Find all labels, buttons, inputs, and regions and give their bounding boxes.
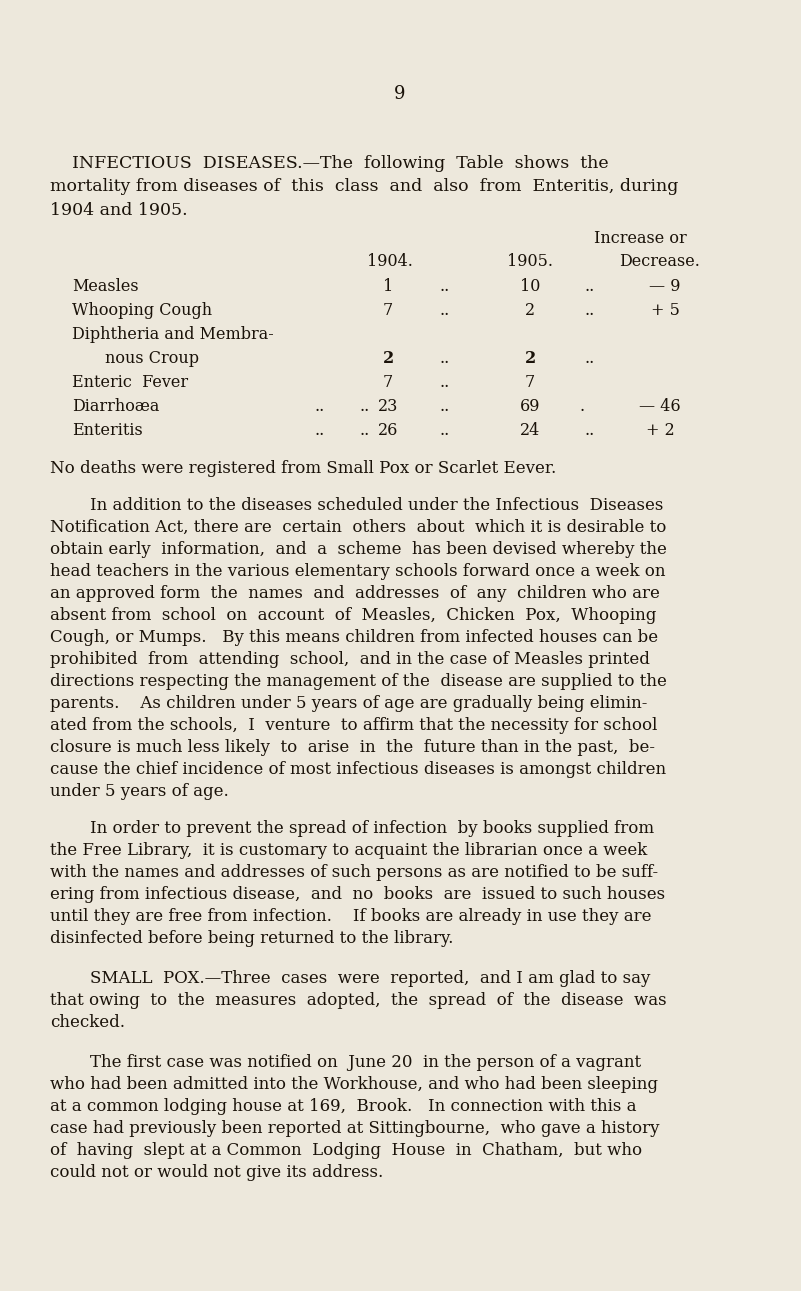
Text: who had been admitted into the Workhouse, and who had been sleeping: who had been admitted into the Workhouse…: [50, 1075, 658, 1093]
Text: Notification Act, there are  certain  others  about  which it is desirable to: Notification Act, there are certain othe…: [50, 519, 666, 536]
Text: the Free Library,  it is customary to acquaint the librarian once a week: the Free Library, it is customary to acq…: [50, 842, 647, 859]
Text: with the names and addresses of such persons as are notified to be suff-: with the names and addresses of such per…: [50, 864, 658, 880]
Text: + 5: + 5: [650, 302, 679, 319]
Text: ..: ..: [440, 374, 450, 391]
Text: 1: 1: [383, 278, 393, 296]
Text: ..: ..: [585, 422, 595, 439]
Text: disinfected before being returned to the library.: disinfected before being returned to the…: [50, 930, 453, 948]
Text: 1904.: 1904.: [367, 253, 413, 270]
Text: Increase or: Increase or: [594, 230, 686, 247]
Text: obtain early  information,  and  a  scheme  has been devised whereby the: obtain early information, and a scheme h…: [50, 541, 667, 558]
Text: nous Croup: nous Croup: [105, 350, 199, 367]
Text: ering from infectious disease,  and  no  books  are  issued to such houses: ering from infectious disease, and no bo…: [50, 886, 665, 902]
Text: 1904 and 1905.: 1904 and 1905.: [50, 201, 187, 219]
Text: 69: 69: [520, 398, 540, 414]
Text: Decrease.: Decrease.: [619, 253, 700, 270]
Text: of  having  slept at a Common  Lodging  House  in  Chatham,  but who: of having slept at a Common Lodging Hous…: [50, 1143, 642, 1159]
Text: absent from  school  on  account  of  Measles,  Chicken  Pox,  Whooping: absent from school on account of Measles…: [50, 607, 656, 624]
Text: ..: ..: [360, 398, 370, 414]
Text: INFECTIOUS  DISEASES.—The  following  Table  shows  the: INFECTIOUS DISEASES.—The following Table…: [72, 155, 609, 172]
Text: 1905.: 1905.: [507, 253, 553, 270]
Text: directions respecting the management of the  disease are supplied to the: directions respecting the management of …: [50, 673, 667, 689]
Text: ated from the schools,  I  venture  to affirm that the necessity for school: ated from the schools, I venture to affi…: [50, 717, 658, 735]
Text: under 5 years of age.: under 5 years of age.: [50, 784, 229, 800]
Text: Diarrhoæa: Diarrhoæa: [72, 398, 159, 414]
Text: checked.: checked.: [50, 1013, 125, 1032]
Text: parents.    As children under 5 years of age are gradually being elimin-: parents. As children under 5 years of ag…: [50, 695, 647, 713]
Text: 23: 23: [378, 398, 398, 414]
Text: 26: 26: [378, 422, 398, 439]
Text: ..: ..: [315, 398, 325, 414]
Text: ..: ..: [440, 350, 450, 367]
Text: 10: 10: [520, 278, 540, 296]
Text: .: .: [579, 398, 585, 414]
Text: The first case was notified on  June 20  in the person of a vagrant: The first case was notified on June 20 i…: [90, 1053, 641, 1072]
Text: Cough, or Mumps.   By this means children from infected houses can be: Cough, or Mumps. By this means children …: [50, 629, 658, 646]
Text: No deaths were registered from Small Pox or Scarlet Eever.: No deaths were registered from Small Pox…: [50, 460, 556, 476]
Text: 9: 9: [394, 85, 406, 103]
Text: + 2: + 2: [646, 422, 674, 439]
Text: closure is much less likely  to  arise  in  the  future than in the past,  be-: closure is much less likely to arise in …: [50, 738, 655, 757]
Text: SMALL  POX.—Three  cases  were  reported,  and I am glad to say: SMALL POX.—Three cases were reported, an…: [90, 970, 650, 988]
Text: — 9: — 9: [650, 278, 681, 296]
Text: that owing  to  the  measures  adopted,  the  spread  of  the  disease  was: that owing to the measures adopted, the …: [50, 991, 666, 1010]
Text: 2: 2: [382, 350, 393, 367]
Text: ..: ..: [315, 422, 325, 439]
Text: In addition to the diseases scheduled under the Infectious  Diseases: In addition to the diseases scheduled un…: [90, 497, 663, 514]
Text: case had previously been reported at Sittingbourne,  who gave a history: case had previously been reported at Sit…: [50, 1121, 659, 1137]
Text: until they are free from infection.    If books are already in use they are: until they are free from infection. If b…: [50, 908, 651, 924]
Text: In order to prevent the spread of infection  by books supplied from: In order to prevent the spread of infect…: [90, 820, 654, 837]
Text: prohibited  from  attending  school,  and in the case of Measles printed: prohibited from attending school, and in…: [50, 651, 650, 667]
Text: 7: 7: [383, 302, 393, 319]
Text: — 46: — 46: [639, 398, 681, 414]
Text: could not or would not give its address.: could not or would not give its address.: [50, 1164, 383, 1181]
Text: ..: ..: [440, 302, 450, 319]
Text: ..: ..: [440, 278, 450, 296]
Text: ..: ..: [440, 398, 450, 414]
Text: Diphtheria and Membra-: Diphtheria and Membra-: [72, 327, 274, 343]
Text: 24: 24: [520, 422, 540, 439]
Text: 2: 2: [525, 302, 535, 319]
Text: an approved form  the  names  and  addresses  of  any  children who are: an approved form the names and addresses…: [50, 585, 660, 602]
Text: Whooping Cough: Whooping Cough: [72, 302, 212, 319]
Text: ..: ..: [585, 278, 595, 296]
Text: 2: 2: [525, 350, 536, 367]
Text: mortality from diseases of  this  class  and  also  from  Enteritis, during: mortality from diseases of this class an…: [50, 178, 678, 195]
Text: Measles: Measles: [72, 278, 139, 296]
Text: ..: ..: [360, 422, 370, 439]
Text: ..: ..: [585, 302, 595, 319]
Text: cause the chief incidence of most infectious diseases is amongst children: cause the chief incidence of most infect…: [50, 760, 666, 778]
Text: ..: ..: [440, 422, 450, 439]
Text: ..: ..: [585, 350, 595, 367]
Text: Enteritis: Enteritis: [72, 422, 143, 439]
Text: Enteric  Fever: Enteric Fever: [72, 374, 188, 391]
Text: at a common lodging house at 169,  Brook.   In connection with this a: at a common lodging house at 169, Brook.…: [50, 1099, 637, 1115]
Text: 7: 7: [525, 374, 535, 391]
Text: head teachers in the various elementary schools forward once a week on: head teachers in the various elementary …: [50, 563, 666, 580]
Text: 7: 7: [383, 374, 393, 391]
